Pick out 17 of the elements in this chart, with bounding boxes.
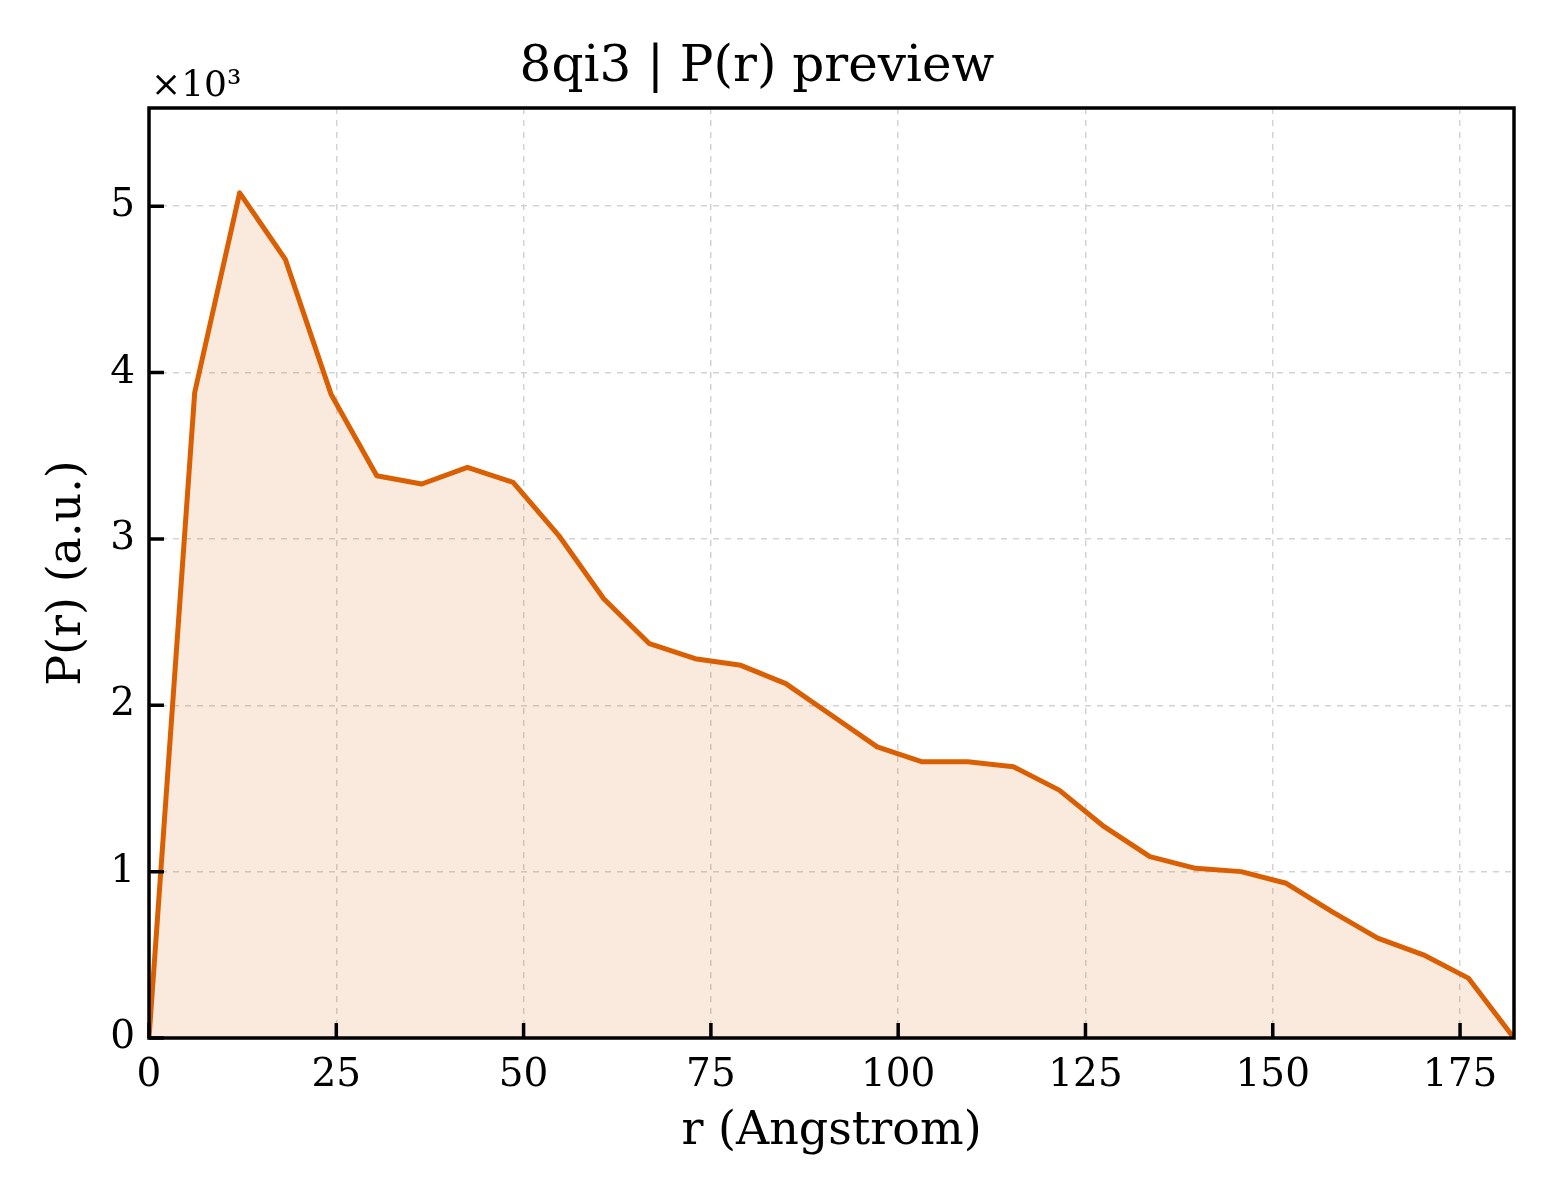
x-tick-label: 125 [1048,1049,1123,1095]
x-axis-title: r (Angstrom) [681,1101,982,1156]
text: ×10³ [151,63,242,104]
y-tick-label: 4 [110,346,135,392]
y-tick-label: 0 [110,1012,135,1058]
x-tick-label: 25 [311,1049,362,1095]
x-tick-label: 150 [1235,1049,1310,1095]
x-tick-label: 50 [498,1049,549,1095]
x-tick-label: 100 [860,1049,936,1095]
chart-title: 8qi3 | P(r) preview [519,34,995,93]
y-tick-label: 1 [110,845,135,891]
y-tick-label: 3 [110,513,135,559]
y-tick-label: 5 [110,180,135,226]
y-tick-label: 2 [110,679,135,725]
x-tick-label: 75 [686,1049,736,1095]
x-tick-label: 175 [1422,1049,1498,1095]
y-axis-title: P(r) (a.u.) [36,460,91,686]
